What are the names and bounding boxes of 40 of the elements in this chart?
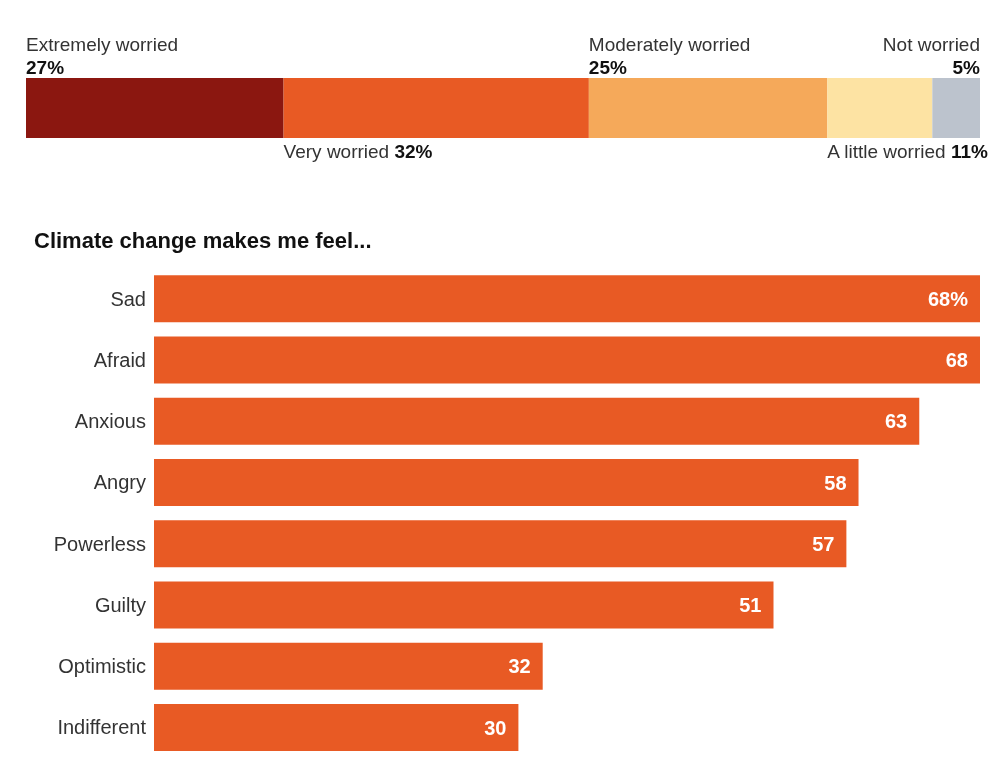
- data-label: 57: [812, 532, 835, 555]
- data-label: 63: [885, 410, 908, 433]
- bar: [154, 520, 847, 568]
- bar: [154, 642, 543, 690]
- data-label: 32%: [394, 141, 433, 162]
- data-label: 68: [945, 349, 968, 372]
- series-label: A little worried: [827, 141, 951, 162]
- y-tick-label: Afraid: [93, 348, 146, 371]
- y-tick-label: Optimistic: [58, 655, 146, 678]
- data-label: 5%: [952, 57, 981, 78]
- y-tick-label: Guilty: [94, 593, 146, 616]
- data-label: 68%: [927, 287, 969, 310]
- data-label: 32: [508, 655, 531, 678]
- bar: [154, 459, 859, 507]
- bar: [154, 581, 774, 629]
- bar: [154, 397, 920, 445]
- data-label: 11%: [950, 141, 988, 162]
- y-tick-label: Angry: [93, 471, 146, 494]
- bar: [154, 336, 980, 384]
- y-tick-label: Powerless: [53, 532, 146, 555]
- bar: [283, 78, 589, 138]
- series-label: Not worried: [882, 34, 980, 55]
- data-label: 27%: [26, 57, 65, 78]
- chart-title: Climate change makes me feel...: [34, 228, 373, 254]
- bar: [26, 78, 284, 138]
- series-label: Extremely worried: [26, 34, 179, 55]
- bar: [932, 78, 980, 138]
- data-label: 30: [484, 716, 507, 739]
- y-tick-label: Anxious: [74, 410, 146, 433]
- bar: [827, 78, 933, 138]
- y-tick-label: Indifferent: [57, 716, 147, 739]
- series-label: Moderately worried: [588, 34, 751, 55]
- data-label: 25%: [588, 57, 627, 78]
- bar: [588, 78, 828, 138]
- bar: [154, 275, 980, 323]
- y-tick-label: Sad: [110, 287, 146, 310]
- series-label: Very worried: [283, 141, 395, 162]
- data-label: 58: [824, 471, 847, 494]
- bar: [154, 704, 519, 752]
- data-label: 51: [739, 594, 762, 617]
